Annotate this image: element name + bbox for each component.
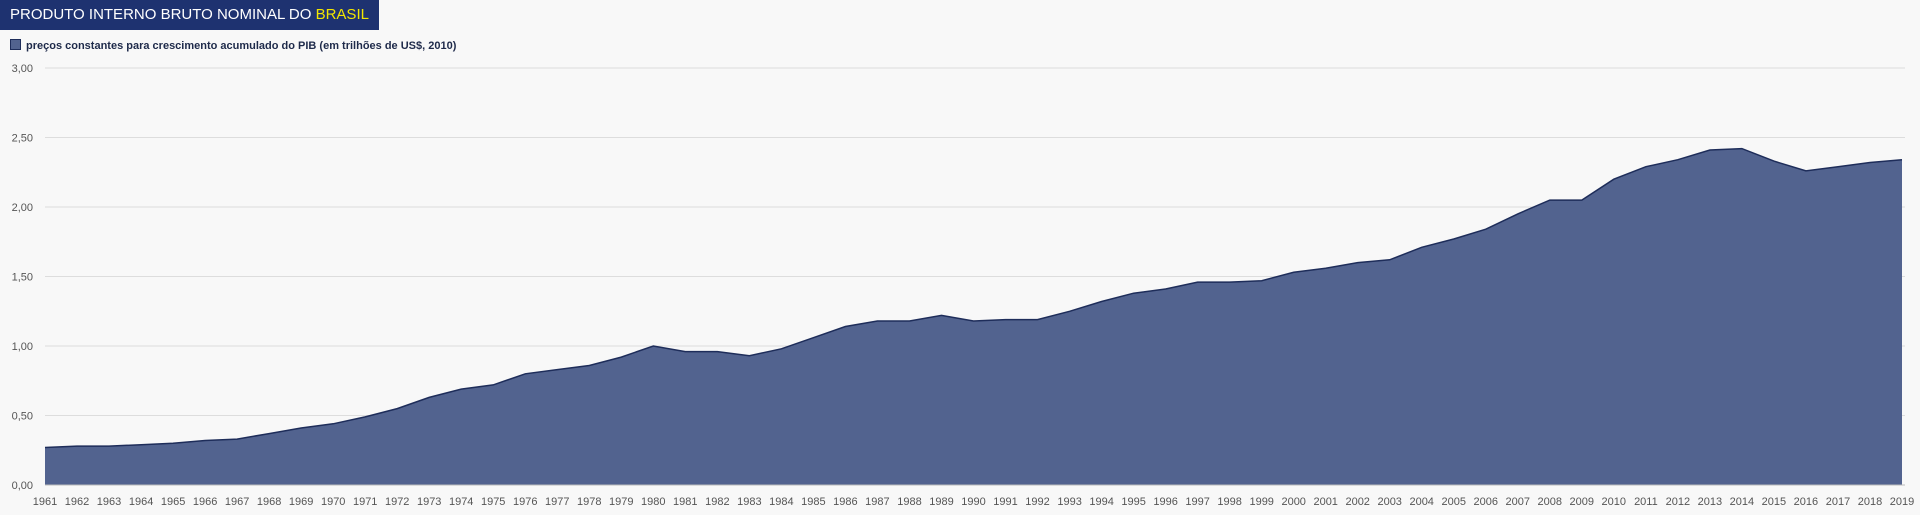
x-axis-ticks: 1961 1962 1963 1964 1965 1966 1967 1968 1969 1970… [33, 496, 1914, 508]
x-tick-label: 2001 [1313, 496, 1337, 508]
x-tick-label: 1965 [161, 496, 185, 508]
x-tick-label: 1988 [897, 496, 921, 508]
x-tick-label: 2003 [1377, 496, 1401, 508]
x-tick-label: 1968 [257, 496, 281, 508]
x-tick-label: 1994 [1089, 496, 1113, 508]
legend-label: preços constantes para crescimento acumu… [26, 40, 457, 52]
x-tick-label: 1972 [385, 496, 409, 508]
y-tick-label: 3,00 [12, 63, 33, 75]
x-tick-label: 1969 [289, 496, 313, 508]
legend: preços constantes para crescimento acumu… [10, 39, 456, 53]
x-tick-label: 2013 [1698, 496, 1722, 508]
x-tick-label: 2006 [1474, 496, 1498, 508]
x-tick-label: 1993 [1057, 496, 1081, 508]
x-tick-label: 1995 [1121, 496, 1145, 508]
x-tick-label: 1985 [801, 496, 825, 508]
x-tick-label: 2004 [1409, 496, 1433, 508]
x-tick-label: 1981 [673, 496, 697, 508]
y-tick-label: 1,00 [12, 341, 33, 353]
x-tick-label: 2016 [1794, 496, 1818, 508]
title-highlight: BRASIL [315, 6, 369, 23]
x-tick-label: 1983 [737, 496, 761, 508]
x-tick-label: 1974 [449, 496, 473, 508]
x-tick-label: 2010 [1602, 496, 1626, 508]
x-tick-label: 2005 [1442, 496, 1466, 508]
x-tick-label: 2002 [1345, 496, 1369, 508]
x-tick-label: 1977 [545, 496, 569, 508]
x-tick-label: 1963 [97, 496, 121, 508]
x-tick-label: 2000 [1281, 496, 1305, 508]
x-tick-label: 1962 [65, 496, 89, 508]
series-area [45, 148, 1902, 485]
x-tick-label: 2009 [1570, 496, 1594, 508]
x-tick-label: 1967 [225, 496, 249, 508]
x-tick-label: 2007 [1506, 496, 1530, 508]
x-tick-label: 1984 [769, 496, 793, 508]
x-tick-label: 2011 [1634, 496, 1658, 508]
y-tick-label: 2,00 [12, 202, 33, 214]
x-tick-label: 1980 [641, 496, 665, 508]
x-tick-label: 1986 [833, 496, 857, 508]
y-axis-ticks: 0,00 0,50 1,00 1,50 2,00 2,50 3,00 [12, 63, 33, 492]
x-tick-label: 2008 [1538, 496, 1562, 508]
x-tick-label: 1991 [993, 496, 1017, 508]
x-tick-label: 1998 [1217, 496, 1241, 508]
title-main: PRODUTO INTERNO BRUTO NOMINAL DO [10, 6, 316, 23]
x-tick-label: 1971 [353, 496, 377, 508]
x-tick-label: 2012 [1666, 496, 1690, 508]
x-tick-label: 1973 [417, 496, 441, 508]
x-tick-label: 1997 [1185, 496, 1209, 508]
x-tick-label: 1961 [33, 496, 57, 508]
x-tick-label: 1964 [129, 496, 153, 508]
legend-swatch [10, 39, 21, 50]
x-tick-label: 1989 [929, 496, 953, 508]
x-tick-label: 2014 [1730, 496, 1754, 508]
x-tick-label: 1970 [321, 496, 345, 508]
x-tick-label: 1987 [865, 496, 889, 508]
x-tick-label: 1990 [961, 496, 985, 508]
x-tick-label: 1979 [609, 496, 633, 508]
x-tick-label: 2019 [1890, 496, 1914, 508]
chart-title: PRODUTO INTERNO BRUTO NOMINAL DO BRASIL [0, 0, 379, 30]
x-tick-label: 1996 [1153, 496, 1177, 508]
x-tick-label: 1999 [1249, 496, 1273, 508]
x-tick-label: 1975 [481, 496, 505, 508]
y-tick-label: 2,50 [12, 133, 33, 145]
x-tick-label: 1982 [705, 496, 729, 508]
x-tick-label: 2015 [1762, 496, 1786, 508]
y-tick-label: 0,50 [12, 411, 33, 423]
x-tick-label: 1976 [513, 496, 537, 508]
x-tick-label: 1966 [193, 496, 217, 508]
x-tick-label: 2017 [1826, 496, 1850, 508]
x-tick-label: 1978 [577, 496, 601, 508]
y-tick-label: 0,00 [12, 480, 33, 492]
x-tick-label: 2018 [1858, 496, 1882, 508]
y-tick-label: 1,50 [12, 272, 33, 284]
x-tick-label: 1992 [1025, 496, 1049, 508]
series-line [44, 147, 1903, 449]
